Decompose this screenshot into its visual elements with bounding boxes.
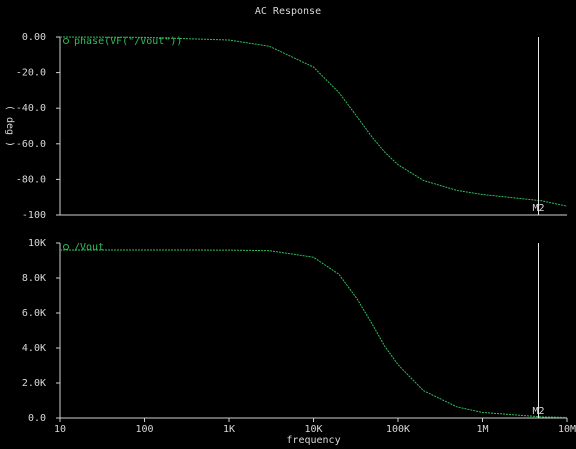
y-tick-label: -60.0 xyxy=(16,139,46,150)
y-tick-label: 10K xyxy=(28,238,46,249)
x-tick-label: 10M xyxy=(558,424,576,435)
marker-label: M2 xyxy=(532,406,544,417)
series-line xyxy=(59,36,568,207)
x-tick-label: 10 xyxy=(54,424,66,435)
legend-entry: phase(VF("/Vout")) xyxy=(74,36,182,47)
x-tick-label: 1M xyxy=(476,424,488,435)
y-tick-label: 0.0 xyxy=(28,413,46,424)
y-tick-label: 8.0K xyxy=(22,273,46,284)
y-tick-label: -100 xyxy=(22,210,46,221)
x-axis-label: frequency xyxy=(286,435,340,446)
x-tick-label: 10K xyxy=(304,424,322,435)
y-tick-label: 0.00 xyxy=(22,32,46,43)
y-tick-label: 4.0K xyxy=(22,343,46,354)
legend-icon xyxy=(63,38,69,44)
y-tick-label: 2.0K xyxy=(22,378,46,389)
legend-entry: /Vout xyxy=(74,242,104,253)
marker-label: M2 xyxy=(532,203,544,214)
legend-icon xyxy=(63,244,69,250)
x-tick-label: 1K xyxy=(223,424,235,435)
x-tick-label: 100 xyxy=(135,424,153,435)
y-tick-label: 6.0K xyxy=(22,308,46,319)
chart-title: AC Response xyxy=(255,6,321,17)
y-tick-label: -80.0 xyxy=(16,174,46,185)
y-tick-label: -20.0 xyxy=(16,68,46,79)
y-tick-label: -40.0 xyxy=(16,103,46,114)
y-axis-label: ( deg ) xyxy=(4,105,15,147)
series-line xyxy=(60,249,568,418)
x-tick-label: 100K xyxy=(386,424,410,435)
